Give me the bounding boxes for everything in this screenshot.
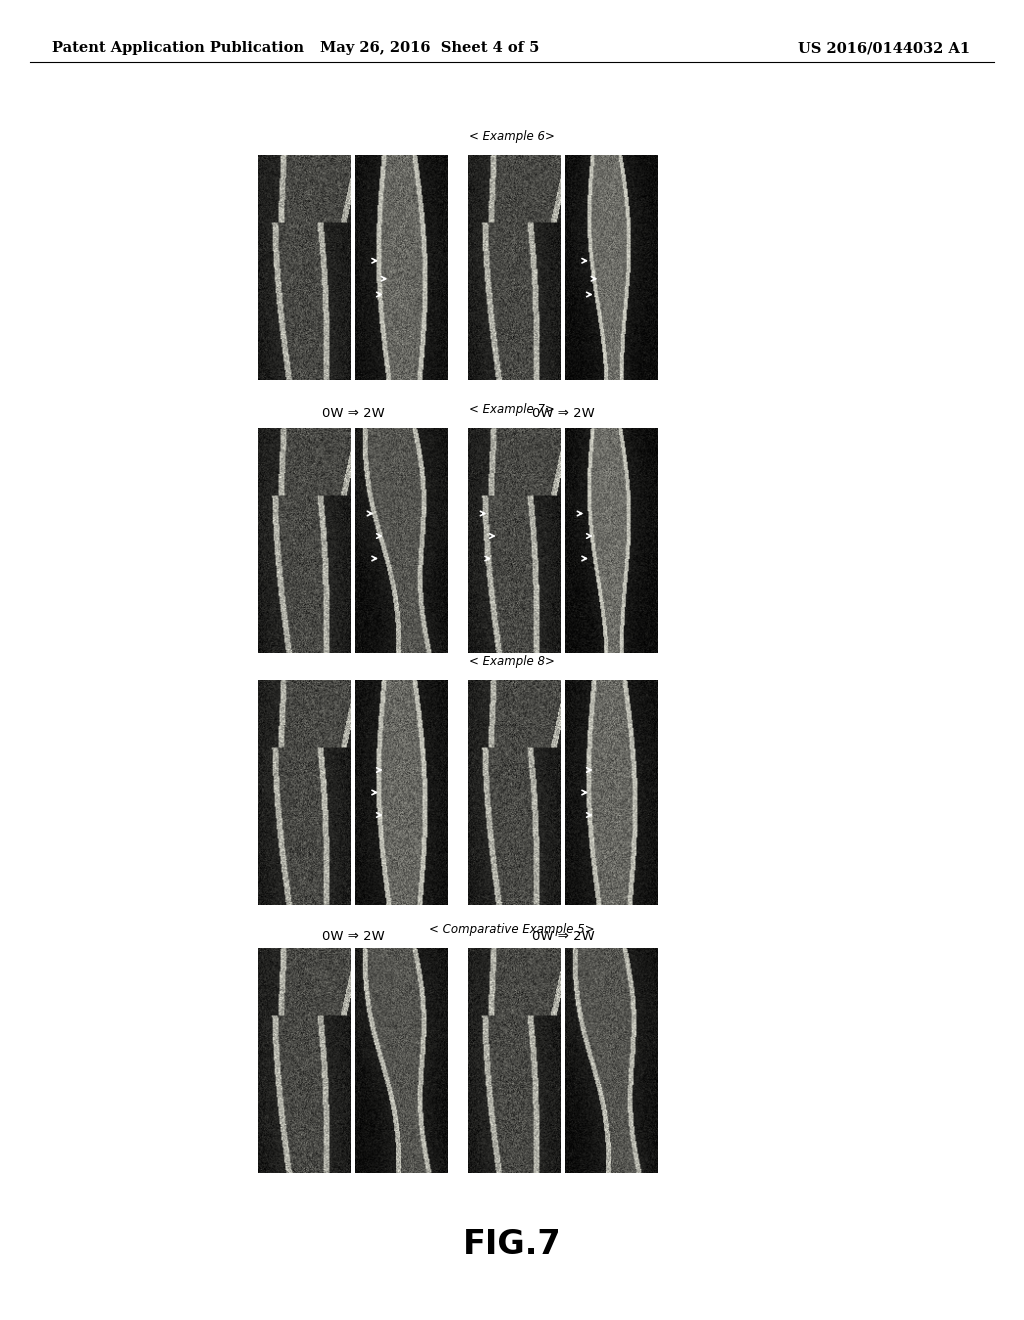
Text: 0W ⇒ 2W: 0W ⇒ 2W <box>322 407 384 420</box>
Text: 0W ⇒ 2W: 0W ⇒ 2W <box>531 407 594 420</box>
Text: < Example 7>: < Example 7> <box>469 403 555 416</box>
Text: US 2016/0144032 A1: US 2016/0144032 A1 <box>798 41 970 55</box>
Text: < Example 8>: < Example 8> <box>469 655 555 668</box>
Text: FIG.7: FIG.7 <box>463 1229 561 1262</box>
Text: 0W ⇒ 2W: 0W ⇒ 2W <box>531 931 594 942</box>
Text: < Comparative Example 5>: < Comparative Example 5> <box>429 923 595 936</box>
Text: < Example 6>: < Example 6> <box>469 129 555 143</box>
Text: May 26, 2016  Sheet 4 of 5: May 26, 2016 Sheet 4 of 5 <box>321 41 540 55</box>
Text: 0W ⇒ 2W: 0W ⇒ 2W <box>322 931 384 942</box>
Text: Patent Application Publication: Patent Application Publication <box>52 41 304 55</box>
